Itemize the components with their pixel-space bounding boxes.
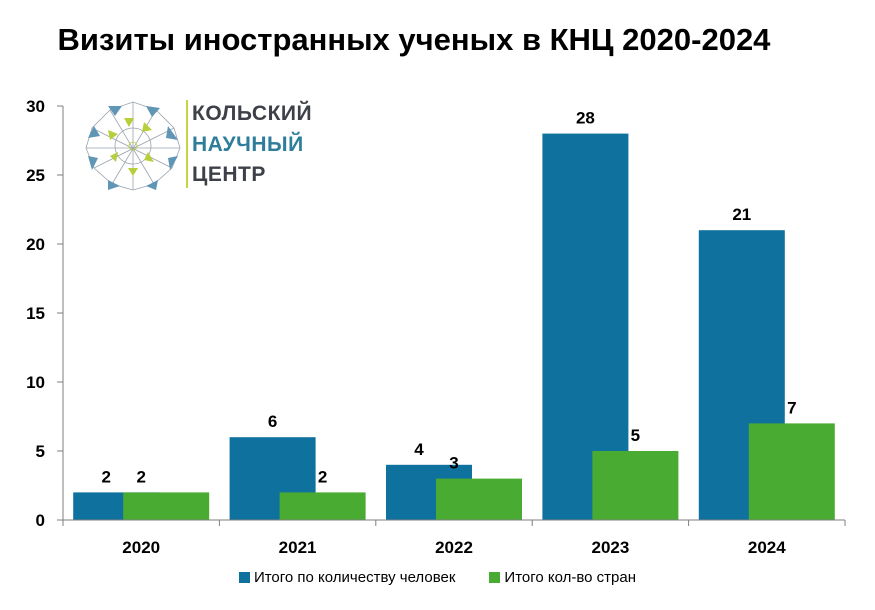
x-label-2024: 2024: [748, 538, 786, 557]
bar-s1-2022: [436, 478, 522, 520]
logo-triangles: [88, 106, 178, 190]
logo-triangle-5: [108, 180, 120, 190]
data-label-s1-2022: 3: [449, 454, 458, 473]
bar-s1-2021: [279, 492, 366, 520]
x-label-2022: 2022: [435, 538, 473, 557]
data-label-s0-2020: 2: [101, 467, 110, 486]
data-label-s1-2024: 7: [787, 398, 796, 417]
logo-triangle-1: [146, 106, 160, 117]
y-tick-label-6: 30: [26, 97, 45, 116]
logo-triangle-12: [110, 152, 118, 162]
bar-s1-2023: [592, 451, 679, 520]
data-label-s0-2021: 6: [268, 412, 277, 431]
y-tick-label-3: 15: [26, 304, 45, 323]
logo-triangle-13: [108, 130, 118, 140]
data-label-s1-2023: 5: [631, 426, 640, 445]
logo-triangle-7: [88, 126, 100, 138]
legend-item-people: Итого по количеству человек: [238, 569, 456, 586]
legend: Итого по количеству человек Итого кол-во…: [0, 569, 875, 586]
bar-s1-2024: [748, 423, 835, 520]
logo-emblem-icon: [85, 101, 181, 191]
y-tick-label-1: 5: [36, 442, 45, 461]
x-axis-labels: 2020 2021 2022 2023 2024: [122, 538, 786, 557]
logo-triangle-11: [128, 168, 138, 176]
legend-swatch-countries: [489, 572, 501, 583]
logo-triangle-9: [142, 122, 152, 132]
x-label-2020: 2020: [122, 538, 160, 557]
data-labels: 2 2 6 2 4 3 28 5 21 7: [101, 109, 796, 487]
logo-triangle-4: [146, 180, 158, 190]
legend-label-people: Итого по количеству человек: [253, 569, 456, 586]
logo-triangle-2: [166, 126, 178, 140]
y-tick-label-5: 25: [26, 166, 45, 185]
data-label-s0-2022: 4: [414, 440, 424, 459]
logo-text-line3: ЦЕНТР: [192, 163, 266, 186]
logo-text-line2: НАУЧНЫЙ: [192, 132, 304, 156]
y-tick-label-0: 0: [36, 511, 45, 530]
y-tick-label-2: 10: [26, 373, 45, 392]
legend-swatch-people: [238, 572, 250, 583]
x-label-2023: 2023: [591, 538, 629, 557]
bars: [73, 133, 835, 520]
x-label-2021: 2021: [279, 538, 317, 557]
logo-text-line1: КОЛЬСКИЙ: [192, 102, 313, 125]
legend-item-countries: Итого кол-во стран: [489, 569, 636, 586]
data-label-s1-2021: 2: [318, 467, 327, 486]
axes: [62, 106, 846, 526]
kola-science-centre-logo: КОЛЬСКИЙ НАУЧНЫЙ ЦЕНТР: [84, 100, 314, 192]
logo-triangle-0: [108, 106, 122, 116]
bar-s1-2020: [123, 492, 210, 520]
logo-triangle-3: [168, 156, 178, 170]
logo-triangle-6: [88, 156, 98, 170]
y-tick-label-4: 20: [26, 235, 45, 254]
chart-title: Визиты иностранных ученых в КНЦ 2020-202…: [57, 22, 771, 57]
logo-triangle-10: [144, 152, 154, 162]
legend-label-countries: Итого кол-во стран: [504, 569, 637, 586]
y-axis-ticks: 0 5 10 15 20 25 30: [26, 97, 63, 530]
data-label-s0-2024: 21: [732, 205, 751, 224]
data-label-s1-2020: 2: [136, 467, 145, 486]
data-label-s0-2023: 28: [576, 109, 595, 128]
logo-triangle-8: [124, 118, 134, 127]
